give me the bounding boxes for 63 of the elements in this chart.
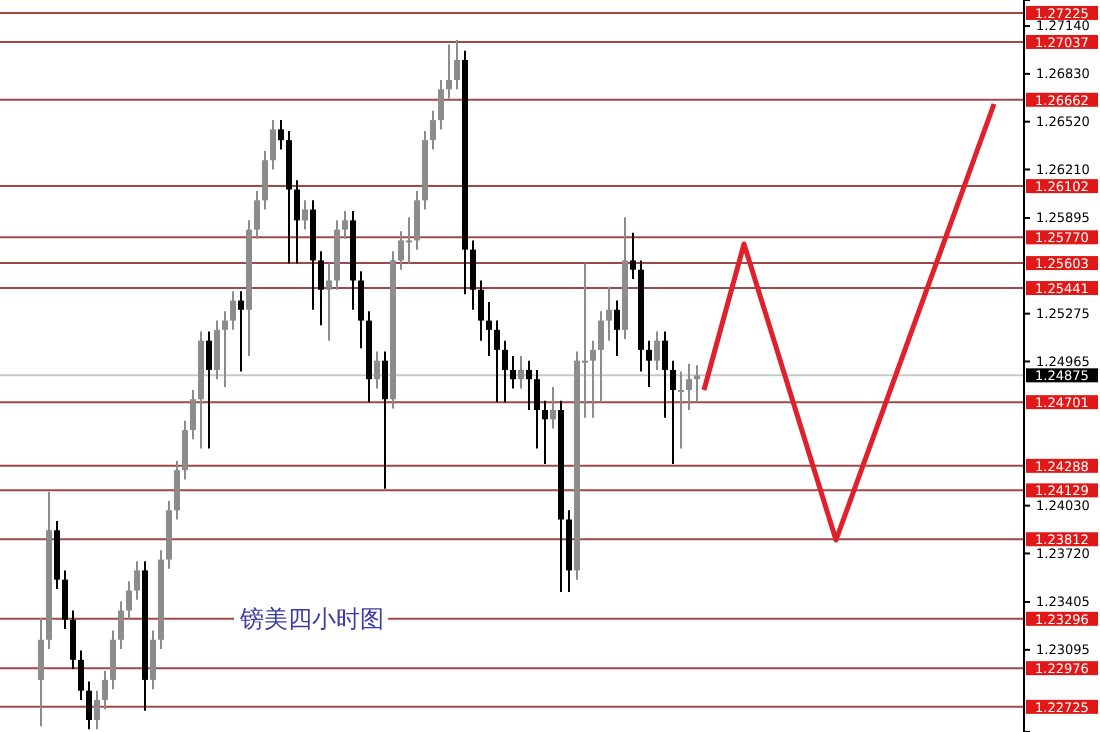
candlestick: [238, 290, 244, 373]
candlestick: [654, 330, 660, 371]
candlestick: [454, 38, 460, 91]
candlestick: [110, 629, 116, 691]
candlestick: [670, 359, 676, 465]
candlestick: [230, 290, 236, 331]
candlestick: [534, 368, 540, 450]
candlestick: [614, 299, 620, 358]
candlestick: [214, 319, 220, 381]
candlestick: [478, 279, 484, 342]
candlestick: [550, 385, 556, 430]
candlestick: [62, 569, 68, 630]
candlestick: [382, 350, 388, 490]
candlestick: [118, 600, 124, 651]
candlestick: [518, 355, 524, 390]
candlestick: [502, 339, 508, 404]
candlestick: [598, 310, 604, 404]
candlestick: [486, 301, 492, 358]
candlestick: [374, 350, 380, 390]
candlestick: [358, 270, 364, 350]
candlestick: [302, 199, 308, 231]
candlestick: [278, 119, 284, 151]
candlestick: [606, 285, 612, 342]
candlestick: [270, 119, 276, 171]
candlestick: [430, 109, 436, 151]
candlestick: [182, 419, 188, 481]
candlestick: [694, 364, 700, 404]
candlestick: [414, 190, 420, 251]
candlestick: [342, 210, 348, 240]
candlestick: [510, 355, 516, 390]
candlestick: [590, 339, 596, 419]
candlestick: [206, 330, 212, 450]
candlestick: [526, 359, 532, 412]
candlestick: [70, 609, 76, 671]
candlestick: [542, 399, 548, 465]
candlestick: [646, 339, 652, 388]
candlestick: [254, 190, 260, 240]
candlestick: [38, 617, 44, 728]
candlestick: [470, 239, 476, 311]
candlestick: [102, 669, 108, 711]
candlestick: [326, 262, 332, 342]
candlestick: [678, 370, 684, 450]
candlestick: [262, 149, 268, 211]
candlestick: [222, 310, 228, 388]
candlestick: [86, 680, 92, 731]
candlestick: [662, 330, 668, 419]
candlestick: [94, 689, 100, 731]
candlestick: [190, 388, 196, 441]
candlestick: [406, 216, 412, 265]
candlestick: [134, 560, 140, 601]
candlestick: [630, 231, 636, 280]
candlestick: [446, 43, 452, 100]
candlestick: [174, 459, 180, 521]
candlestick: [318, 250, 324, 327]
text: 镑美四小时图: [238, 605, 384, 634]
candlestick: [494, 319, 500, 404]
candlestick: [150, 629, 156, 691]
candlestick: [78, 649, 84, 701]
candlestick: [126, 580, 132, 621]
candlestick: [294, 179, 300, 265]
candlestick: [438, 79, 444, 131]
candlestick: [398, 230, 404, 271]
candlestick: [686, 362, 692, 412]
